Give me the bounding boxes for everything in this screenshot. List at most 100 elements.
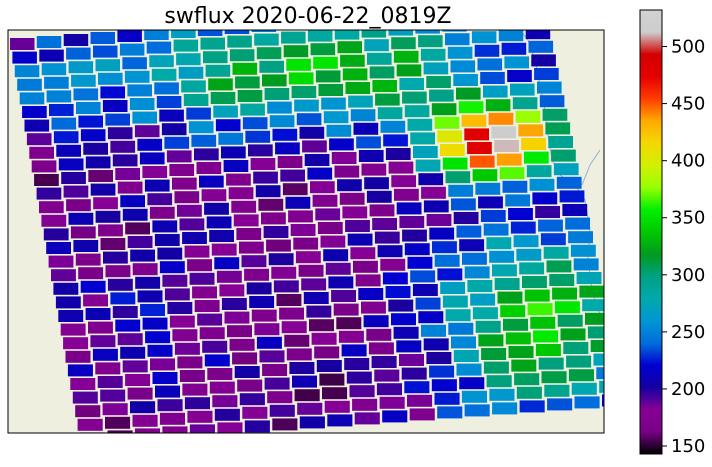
swath-pixel bbox=[462, 115, 487, 127]
swath-pixel bbox=[486, 99, 511, 111]
swath-pixel bbox=[22, 106, 47, 118]
swath-pixel bbox=[465, 404, 490, 416]
swath-pixel bbox=[326, 263, 351, 275]
swath-pixel bbox=[154, 82, 179, 94]
swath-pixel bbox=[459, 101, 484, 113]
swath-pixel bbox=[492, 264, 517, 276]
swath-pixel bbox=[566, 356, 591, 368]
swath-pixel bbox=[321, 236, 346, 248]
swath-pixel bbox=[194, 148, 219, 160]
swath-pixel bbox=[364, 315, 389, 327]
swath-pixel bbox=[56, 145, 81, 157]
colorbar-tick-label: 250 bbox=[671, 322, 705, 343]
swath-pixel bbox=[544, 385, 569, 397]
swath-pixel bbox=[164, 137, 189, 149]
swath-pixel bbox=[222, 298, 247, 310]
swath-pixel bbox=[287, 348, 312, 360]
swath-pixel bbox=[182, 384, 207, 396]
swath-pixel bbox=[372, 356, 397, 368]
swath-pixel bbox=[535, 206, 560, 218]
colorbar-tick-label: 500 bbox=[671, 37, 705, 58]
swath-pixel bbox=[252, 310, 277, 322]
swath-pixel bbox=[394, 51, 419, 63]
swath-pixel bbox=[558, 315, 583, 327]
swath-pixel bbox=[568, 231, 593, 243]
swath-pixel bbox=[210, 382, 235, 394]
swath-pixel bbox=[297, 113, 322, 125]
swath-pixel bbox=[372, 80, 397, 92]
swath-pixel bbox=[103, 252, 128, 264]
swath-pixel bbox=[324, 111, 349, 123]
swath-pixel bbox=[495, 278, 520, 290]
swath-pixel bbox=[245, 131, 270, 143]
swath-pixel bbox=[142, 166, 167, 178]
swath-pixel bbox=[189, 121, 214, 133]
swath-pixel bbox=[275, 142, 300, 154]
swath-pixel bbox=[242, 255, 267, 267]
swath-pixel bbox=[437, 268, 462, 280]
swath-pixel bbox=[100, 390, 125, 402]
swath-pixel bbox=[318, 222, 343, 234]
swath-pixel bbox=[375, 94, 400, 106]
swath-pixel bbox=[386, 10, 411, 22]
swath-pixel bbox=[214, 257, 239, 269]
swath-pixel bbox=[122, 57, 146, 69]
swath-pixel bbox=[413, 284, 438, 296]
swath-pixel bbox=[302, 140, 327, 152]
swath-pixel bbox=[147, 42, 172, 54]
swath-pixel bbox=[336, 317, 361, 329]
swath-pixel bbox=[171, 26, 196, 38]
swath-pixel bbox=[340, 55, 365, 67]
swath-pixel bbox=[108, 127, 133, 139]
swath-pixel bbox=[443, 158, 468, 170]
swath-pixel bbox=[297, 403, 322, 415]
swath-pixel bbox=[202, 341, 227, 353]
swath-pixel bbox=[391, 37, 416, 49]
swath-pixel bbox=[128, 236, 153, 248]
swath-pixel bbox=[427, 214, 452, 226]
swath-pixel bbox=[335, 28, 360, 40]
swath-pixel bbox=[413, 8, 438, 20]
swath-pixel bbox=[351, 109, 376, 121]
swath-pixel bbox=[153, 372, 178, 384]
swath-pixel bbox=[347, 372, 372, 384]
swath-pixel bbox=[418, 35, 443, 47]
swath-pixel bbox=[418, 311, 443, 323]
swath-pixel bbox=[507, 70, 532, 82]
swath-pixel bbox=[108, 279, 133, 291]
swath-pixel bbox=[346, 82, 371, 94]
swath-pixel bbox=[524, 152, 549, 164]
swath-pixel bbox=[108, 430, 133, 442]
swath-pixel bbox=[527, 165, 552, 177]
swath-pixel bbox=[224, 160, 249, 172]
swath-pixel bbox=[520, 0, 545, 12]
swath-pixel bbox=[544, 247, 569, 259]
swath-pixel bbox=[280, 170, 305, 182]
swath-pixel bbox=[306, 306, 331, 318]
swath-pixel bbox=[503, 181, 528, 193]
swath-pixel bbox=[481, 348, 506, 360]
swath-pixel bbox=[237, 380, 262, 392]
swath-pixel bbox=[240, 104, 265, 116]
swath-pixel bbox=[440, 144, 465, 156]
swath-pixel bbox=[71, 226, 96, 238]
swath-pixel bbox=[502, 43, 527, 55]
swath-pixel bbox=[440, 6, 465, 18]
swath-pixel bbox=[225, 312, 250, 324]
swath-pixel bbox=[273, 129, 298, 141]
swath-pixel bbox=[254, 323, 279, 335]
swath-pixel bbox=[348, 96, 373, 108]
swath-pixel bbox=[266, 240, 291, 252]
swath-pixel bbox=[149, 55, 174, 67]
swath-pixel bbox=[473, 307, 498, 319]
swath-pixel bbox=[284, 45, 309, 57]
colorbar: 150200250300350400450500 bbox=[640, 10, 705, 457]
swath-pixel bbox=[162, 426, 187, 438]
swath-pixel bbox=[518, 124, 543, 136]
swath-pixel bbox=[378, 107, 403, 119]
swath-pixel bbox=[44, 228, 69, 240]
swath-pixel bbox=[98, 376, 123, 388]
swath-pixel bbox=[257, 337, 282, 349]
swath-pixel bbox=[80, 432, 105, 444]
swath-pixel bbox=[370, 66, 395, 78]
